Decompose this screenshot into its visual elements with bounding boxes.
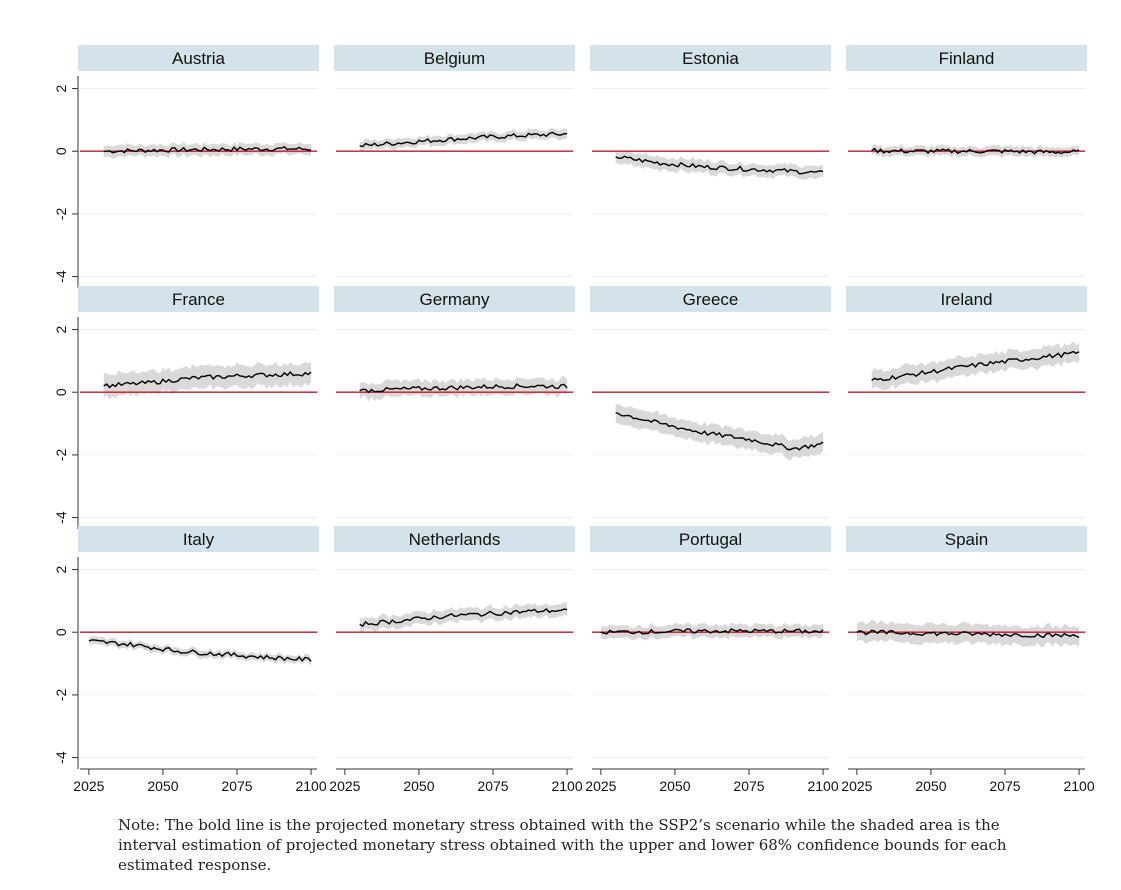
y-tick-label: 0 (53, 628, 69, 636)
panel-strip (334, 286, 575, 312)
x-tick-label: 2050 (659, 778, 690, 794)
panel-netherlands: Netherlands 2025 2050 2075 2100 (329, 526, 583, 794)
y-tick-label: 2 (53, 565, 69, 573)
projection-line (871, 350, 1080, 382)
projection-line (88, 639, 312, 662)
confidence-band (103, 361, 312, 400)
y-tick-label: -2 (53, 207, 69, 220)
panel-strip (846, 526, 1087, 552)
x-tick-label: 2075 (733, 778, 764, 794)
panel-title: Italy (183, 530, 215, 549)
projection-line (359, 131, 568, 148)
confidence-band (615, 150, 824, 180)
confidence-band (88, 636, 312, 666)
projection-line (359, 607, 568, 628)
y-tick-label: 0 (53, 147, 69, 155)
panel-strip (590, 286, 831, 312)
y-tick-label: -4 (53, 751, 69, 764)
panel-finland: Finland (846, 45, 1087, 278)
panel-spain: Spain 2025 2050 2075 2100 (841, 526, 1095, 794)
small-multiples-chart: Austria 2 0 -2 -4 Belgium Estonia Finland France… (53, 45, 1095, 794)
panel-strip (334, 45, 575, 71)
panel-france: France 2 0 -2 -4 (53, 286, 319, 529)
x-tick-label: 2100 (807, 778, 838, 794)
panel-strip (590, 526, 831, 552)
panel-germany: Germany (334, 286, 575, 519)
y-tick-label: 2 (53, 325, 69, 333)
y-tick-label: -2 (53, 688, 69, 701)
panel-title: Austria (172, 49, 225, 68)
panel-title: Spain (945, 530, 988, 549)
panel-estonia: Estonia (590, 45, 831, 278)
panel-strip (78, 286, 319, 312)
x-tick-label: 2025 (329, 778, 360, 794)
panel-portugal: Portugal 2025 2050 2075 2100 (585, 526, 839, 794)
projection-line (103, 145, 312, 154)
y-tick-label: 2 (53, 84, 69, 92)
panel-ireland: Ireland (846, 286, 1087, 519)
panel-title: Germany (420, 290, 490, 309)
panel-title: Greece (683, 290, 739, 309)
panel-belgium: Belgium (334, 45, 575, 278)
panel-strip (78, 526, 319, 552)
panel-title: Belgium (424, 49, 485, 68)
confidence-band (359, 602, 568, 633)
projection-line (600, 628, 824, 635)
panel-title: Estonia (682, 49, 739, 68)
panel-title: France (172, 290, 225, 309)
x-tick-label: 2075 (989, 778, 1020, 794)
projection-line (103, 371, 312, 389)
panel-strip (846, 45, 1087, 71)
confidence-band (871, 341, 1080, 391)
panel-title: Netherlands (409, 530, 501, 549)
x-tick-label: 2025 (585, 778, 616, 794)
panel-title: Finland (939, 49, 995, 68)
projection-line (359, 383, 568, 394)
y-tick-label: 0 (53, 388, 69, 396)
y-tick-label: -4 (53, 270, 69, 283)
x-tick-label: 2100 (295, 778, 326, 794)
panel-strip (846, 286, 1087, 312)
y-tick-label: -4 (53, 511, 69, 524)
confidence-band (856, 619, 1080, 648)
panel-strip (78, 45, 319, 71)
panel-greece: Greece (590, 286, 831, 519)
figure-note: Note: The bold line is the projected mon… (118, 816, 1007, 874)
x-tick-label: 2050 (915, 778, 946, 794)
x-tick-label: 2025 (73, 778, 104, 794)
panel-italy: Italy 2 0 -2 -4 2025 2050 2075 2100 (53, 526, 327, 794)
projection-line (856, 629, 1080, 639)
x-tick-label: 2100 (1063, 778, 1094, 794)
x-tick-label: 2075 (221, 778, 252, 794)
panel-title: Ireland (941, 290, 993, 309)
panel-strip (590, 45, 831, 71)
x-tick-label: 2100 (551, 778, 582, 794)
x-tick-label: 2075 (477, 778, 508, 794)
x-tick-label: 2025 (841, 778, 872, 794)
x-tick-label: 2050 (147, 778, 178, 794)
x-tick-label: 2050 (403, 778, 434, 794)
panel-title: Portugal (679, 530, 742, 549)
projection-line (615, 411, 824, 451)
confidence-band (615, 404, 824, 461)
projection-line (871, 147, 1080, 155)
projection-line (615, 155, 824, 175)
panel-strip (334, 526, 575, 552)
y-tick-label: -2 (53, 448, 69, 461)
panel-austria: Austria 2 0 -2 -4 (53, 45, 319, 288)
